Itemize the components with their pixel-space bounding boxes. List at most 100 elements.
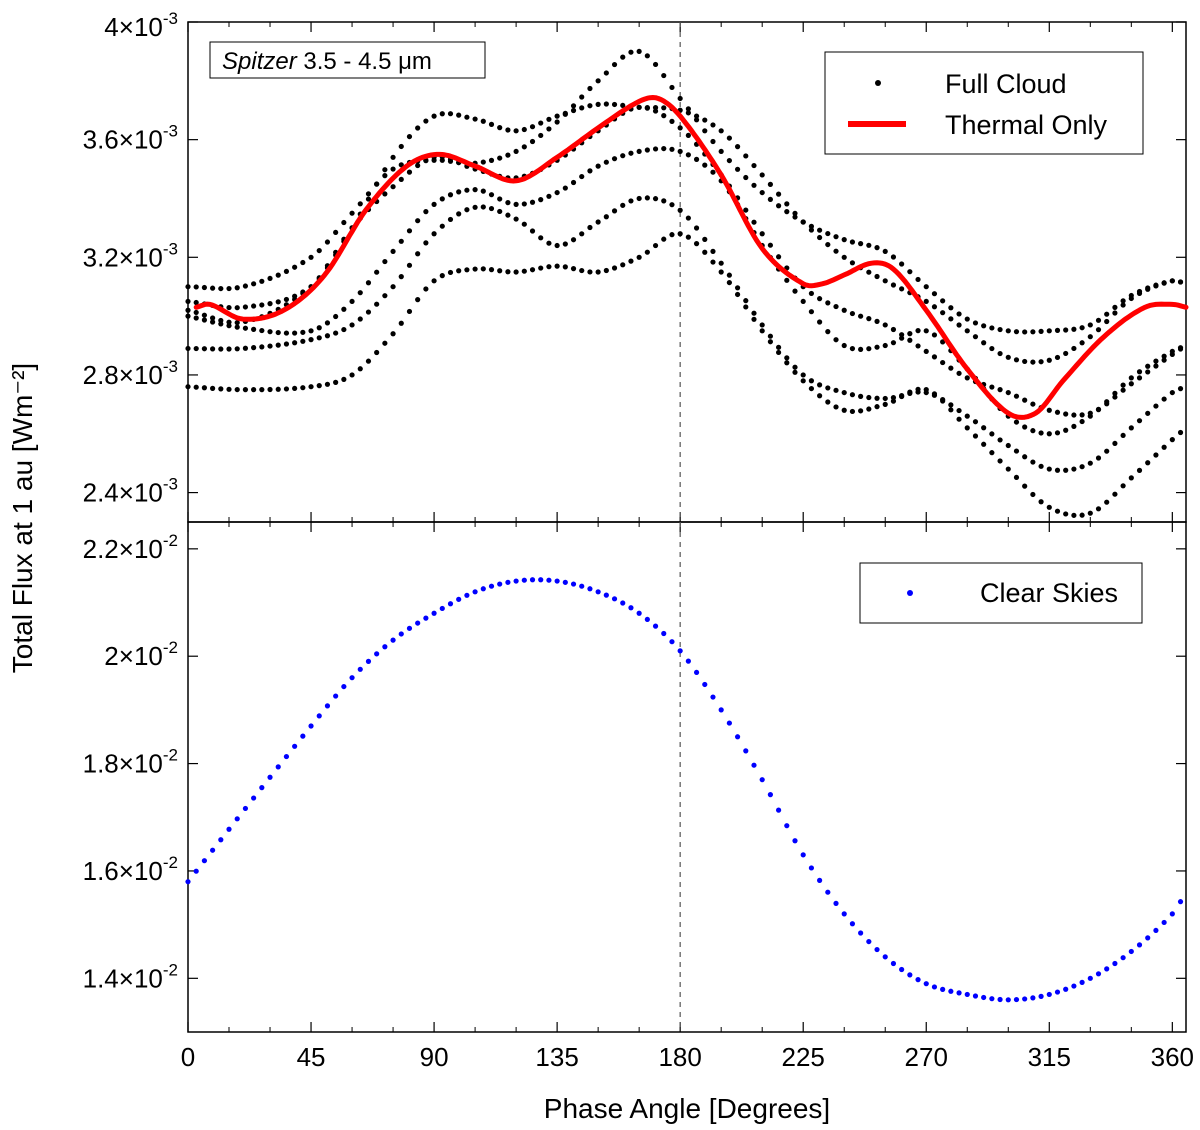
top-series-0-point-5 [226,285,232,292]
top-series-3 [185,145,1184,437]
top-series-0-point-57 [652,61,659,68]
top-series-4-point-32 [447,216,454,223]
top-series-3-point-14 [300,329,306,335]
top-series-5-point-94 [956,416,962,422]
top-series-3-point-4 [218,321,224,327]
top-series-1-point-25 [390,154,396,160]
top-series-5-point-30 [431,278,437,284]
top-series-3-point-80 [841,342,847,349]
top-series-3-point-17 [324,320,331,326]
top-series-4-point-93 [948,402,954,408]
top-series-3-point-37 [488,192,495,198]
top-series-1-point-107 [1063,350,1069,357]
top-series-0-point-66 [726,157,732,164]
bottom-series-0-point-115 [1128,948,1134,955]
top-series-4-point-120 [1169,389,1175,396]
top-series-4-point-111 [1095,455,1102,461]
top-series-4-point-63 [702,236,708,242]
bottom-series-0-point-0 [185,879,191,885]
top-series-0-point-67 [734,166,741,172]
top-series-3-point-88 [907,331,913,337]
top-series-5-point-82 [858,408,864,414]
top-series-0-point-101 [1013,329,1020,335]
top-series-4-point-4 [218,346,224,352]
bottom-series-0-point-66 [726,720,732,726]
top-series-5-point-6 [234,386,240,393]
top-series-4-point-13 [292,340,298,346]
top-series-3-point-111 [1095,407,1102,413]
top-series-4-point-19 [341,326,347,333]
top-series-2-point-0 [185,307,191,313]
top-series-4-point-55 [636,195,642,202]
bottom-series-0-point-78 [825,889,831,895]
top-series-5-point-105 [1046,504,1052,510]
top-series-5-point-44 [546,264,552,270]
top-series-4-point-52 [611,208,618,214]
top-ytick-label-1: 2.8×10-3 [83,357,178,390]
top-series-4-point-62 [693,225,700,231]
legend-marker-full-cloud [875,80,881,86]
top-series-4-point-67 [734,285,741,291]
top-panel-y-tick-labels: 2.4×10-3 2.8×10-3 3.2×10-3 3.6×10-3 4×10-3 [83,9,178,508]
top-series-0-point-92 [940,298,946,304]
top-series-4-point-18 [333,330,339,336]
top-series-5-point-18 [333,379,339,385]
bottom-series-0-point-80 [841,911,847,917]
xtick-label-5: 225 [782,1042,825,1072]
top-series-0-point-86 [890,254,897,260]
top-series-0-point-95 [964,316,970,322]
top-series-3-point-102 [1022,424,1028,430]
top-series-3-point-52 [611,156,618,162]
top-series-0-point-90 [923,284,929,290]
bottom-series-0-point-69 [751,762,757,768]
top-series-0-point-58 [661,72,667,79]
top-series-4-point-76 [808,378,815,384]
top-series-4-point-117 [1145,410,1151,416]
top-series-3-point-107 [1063,427,1069,433]
bottom-series-0-point-98 [989,996,995,1002]
bottom-series-0-point-103 [1030,995,1036,1001]
top-series-1-point-83 [866,269,872,275]
top-series-3-point-0 [185,313,191,319]
top-series-0-point-69 [751,182,757,188]
top-series-5-point-103 [1030,491,1036,498]
top-series-5-point-77 [817,393,823,399]
bottom-series-0-point-42 [529,577,536,583]
bottom-series-0-point-31 [439,605,445,612]
top-series-0-point-100 [1005,328,1011,334]
top-series-0-point-85 [882,248,888,255]
top-series-2-point-88 [907,337,913,343]
top-series-4-point-113 [1112,440,1118,447]
bottom-panel-y-tick-labels: 1.4×10-2 1.6×10-2 1.8×10-2 2×10-2 2.2×10-2 [83,531,178,993]
xtick-label-4: 180 [658,1042,701,1072]
top-series-2-point-117 [1145,369,1151,375]
top-series-2-point-55 [636,104,642,110]
top-series-5-point-73 [784,360,790,366]
top-series-2-point-3 [210,315,216,321]
top-series-1-point-71 [767,181,773,187]
top-series-3-point-79 [833,337,839,343]
top-series-0-point-19 [341,219,347,226]
top-series-1-point-6 [234,305,240,311]
top-series-3-point-59 [669,146,675,152]
top-series-1-point-40 [513,128,519,134]
bottom-series-0-point-61 [685,658,691,664]
top-series-1-point-105 [1046,357,1052,363]
top-series-5-point-78 [825,399,831,405]
top-series-0-point-76 [808,223,815,229]
top-series-5-point-74 [792,369,798,375]
top-series-4-point-119 [1161,396,1167,402]
top-series-2-point-99 [997,387,1003,393]
top-series-5-point-62 [693,241,700,247]
top-series-5-point-120 [1169,437,1175,443]
top-series-2-point-83 [866,316,872,322]
top-series-2-point-108 [1071,412,1077,418]
top-series-5-point-107 [1063,511,1069,517]
top-series-0-point-26 [398,162,404,168]
top-series-3-point-104 [1038,430,1044,436]
top-series-5-point-91 [931,391,938,397]
top-series-3-point-1 [193,315,199,321]
top-series-5-point-104 [1038,499,1044,505]
legend-label-thermal-only: Thermal Only [945,110,1108,140]
top-series-5-point-7 [242,387,249,393]
